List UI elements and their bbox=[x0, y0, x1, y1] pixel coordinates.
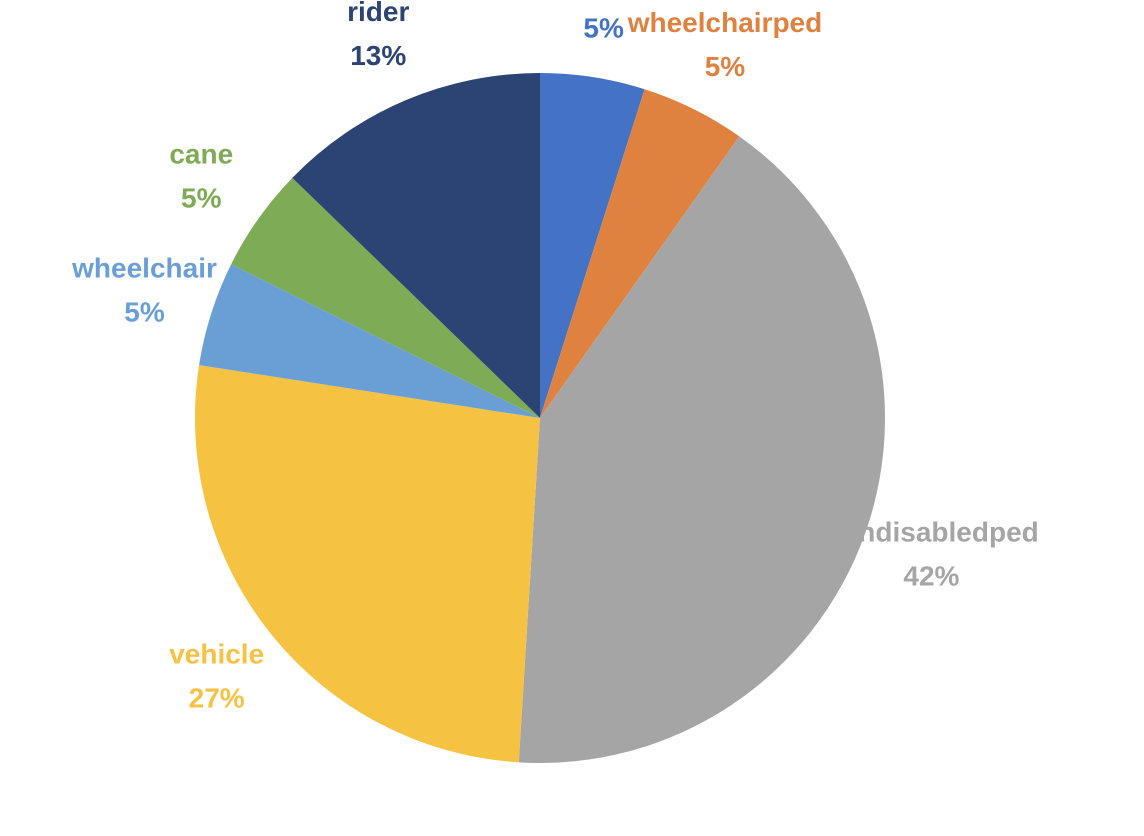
slice-label: cane bbox=[169, 139, 233, 170]
pie-slice bbox=[518, 136, 885, 764]
slice-value-label: 5% bbox=[181, 183, 222, 214]
slice-label: vehicle bbox=[169, 639, 264, 670]
slice-label: wheelchair bbox=[71, 253, 217, 284]
slice-label: wheelchairped bbox=[627, 7, 823, 38]
slice-label: rider bbox=[347, 0, 409, 27]
pie-slice bbox=[231, 177, 540, 418]
slice-value-label: 13% bbox=[350, 40, 406, 71]
pie-slice bbox=[292, 73, 540, 418]
pie-slice bbox=[199, 264, 540, 418]
slice-value-label: 5% bbox=[124, 297, 165, 328]
slice-value-label: 27% bbox=[189, 683, 245, 714]
pie-slice bbox=[540, 73, 645, 418]
pie-slice bbox=[194, 365, 540, 763]
pie-slice bbox=[540, 89, 740, 418]
slice-label: nondisabledped bbox=[824, 516, 1039, 547]
slice-value-label: 42% bbox=[903, 560, 959, 591]
slice-value-label: 5% bbox=[705, 51, 746, 82]
slice-value-label: 5% bbox=[583, 12, 624, 43]
